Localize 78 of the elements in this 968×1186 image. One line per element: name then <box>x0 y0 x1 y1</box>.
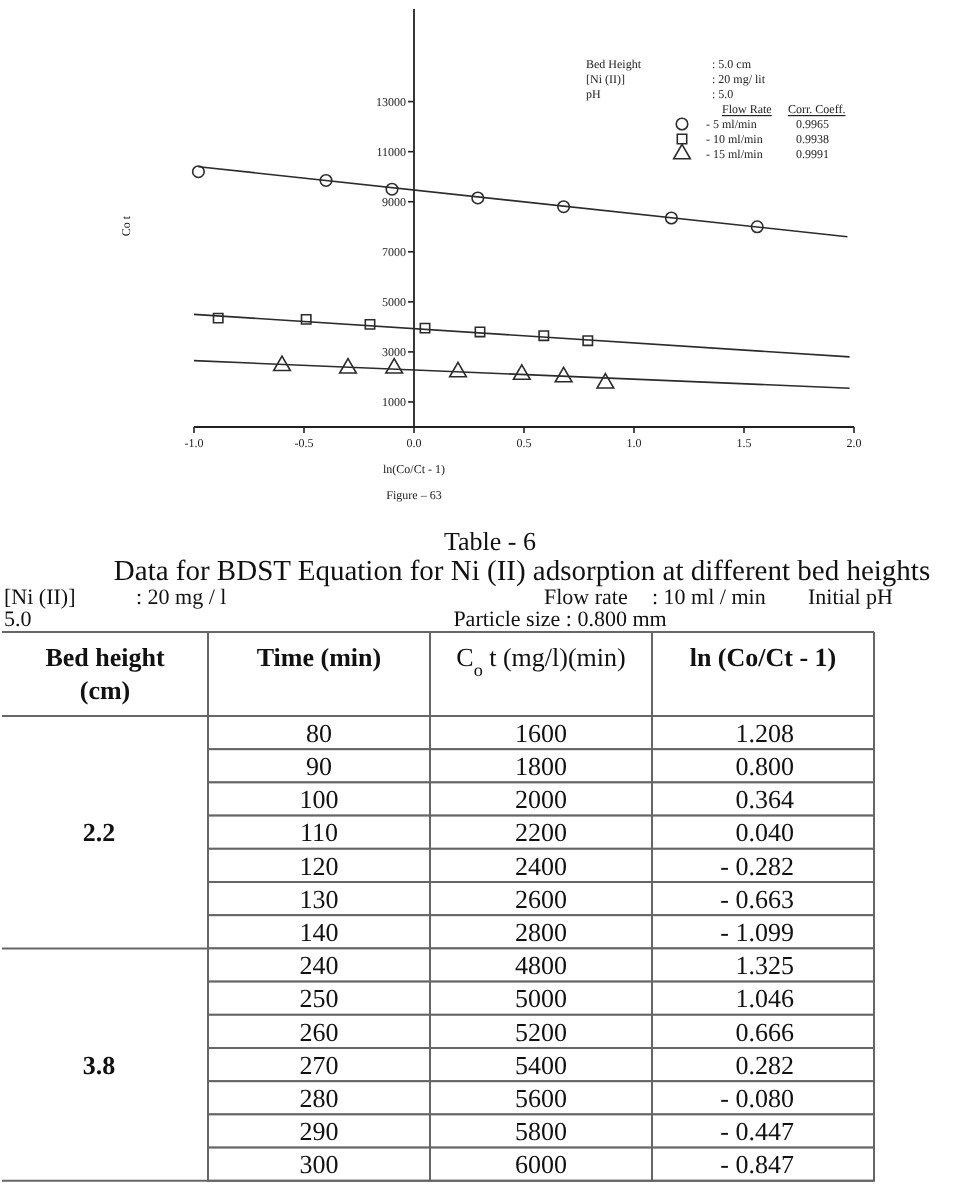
point <box>212 312 224 324</box>
point <box>471 191 485 205</box>
data-label: 0.666 <box>735 1016 795 1047</box>
point <box>419 322 431 334</box>
data-label: 5000 <box>515 983 567 1014</box>
data-label: - 0.663 <box>720 883 794 914</box>
data-label: 240 <box>299 950 339 981</box>
chart-subtitle: Data for BDST Equation for Ni (II) adsorption at different bed heights <box>113 556 931 588</box>
data-label: - 1.099 <box>720 916 794 947</box>
text: Flow rate <box>544 586 628 610</box>
data-label: - 0.080 <box>720 1082 794 1113</box>
point <box>272 355 292 372</box>
data-label: 90 <box>306 750 332 781</box>
data-label: 2800 <box>515 916 567 947</box>
data-label: 120 <box>299 850 339 881</box>
data-label: 0.040 <box>735 817 794 848</box>
text: Particle size : 0.800 mm <box>453 608 668 632</box>
data-label: - 0.447 <box>720 1116 795 1147</box>
point <box>338 357 358 374</box>
x-tick-label: Time (min) <box>256 642 382 672</box>
point <box>385 357 404 374</box>
y-axis-title: Bed height (cm) <box>45 642 166 705</box>
point <box>300 313 312 325</box>
data-label: 290 <box>299 1116 339 1147</box>
data-label: - 0.282 <box>720 850 794 881</box>
point <box>750 220 764 234</box>
data-label: 1.046 <box>735 983 795 1014</box>
point <box>474 326 486 338</box>
data-label: 270 <box>299 1049 339 1080</box>
point <box>319 173 333 187</box>
data-label: 0.282 <box>735 1049 794 1080</box>
data-label: 2600 <box>515 883 567 914</box>
text: Initial pH <box>808 586 894 610</box>
data-label: - 0.847 <box>720 1149 795 1180</box>
point <box>364 318 376 330</box>
y-tick-label: 2.2 <box>82 817 116 848</box>
text: 5.0 <box>4 608 33 632</box>
point <box>554 366 573 383</box>
text: [Ni (II)] <box>4 586 76 610</box>
point <box>512 364 531 381</box>
data-label: 1.208 <box>735 717 794 748</box>
point <box>385 182 399 196</box>
data-label: 2000 <box>515 784 567 815</box>
data-label: 260 <box>299 1016 339 1047</box>
data-label: 130 <box>299 883 339 914</box>
chart-title: Table - 6 <box>443 526 538 556</box>
data-label: 2400 <box>515 850 567 881</box>
data-label: 0.364 <box>735 784 795 815</box>
point <box>448 361 468 378</box>
point <box>538 330 550 342</box>
data-label: 1.325 <box>735 950 794 981</box>
point <box>596 372 615 389</box>
data-label: 5200 <box>515 1016 567 1047</box>
x-tick-label: C$_{o}$ t (mg/l)(min) <box>456 642 626 680</box>
x-tick-label: ln (Co/Ct - 1) <box>689 642 837 672</box>
data-label: 2200 <box>515 817 567 848</box>
text: : 20 mg / l <box>136 586 227 610</box>
data-label: 250 <box>299 983 339 1014</box>
data-label: 5800 <box>515 1116 567 1147</box>
data-label: 280 <box>299 1082 339 1113</box>
data-label: 5600 <box>515 1082 567 1113</box>
data-label: 300 <box>299 1149 339 1180</box>
y-tick-label: 3.8 <box>82 1049 117 1080</box>
point <box>191 165 205 179</box>
data-label: 6000 <box>515 1149 567 1180</box>
text: : 10 ml / min <box>652 586 767 610</box>
data-label: 140 <box>299 916 339 947</box>
data-label: 5400 <box>515 1049 567 1080</box>
data-label: 4800 <box>515 950 567 981</box>
point <box>582 335 594 347</box>
data-label: 80 <box>306 717 332 748</box>
data-label: 100 <box>299 784 339 815</box>
data-label: 0.800 <box>735 750 794 781</box>
point <box>557 200 571 214</box>
data-label: 1600 <box>515 717 567 748</box>
data-label: 1800 <box>515 750 567 781</box>
point <box>664 211 678 225</box>
data-label: 110 <box>299 817 339 848</box>
